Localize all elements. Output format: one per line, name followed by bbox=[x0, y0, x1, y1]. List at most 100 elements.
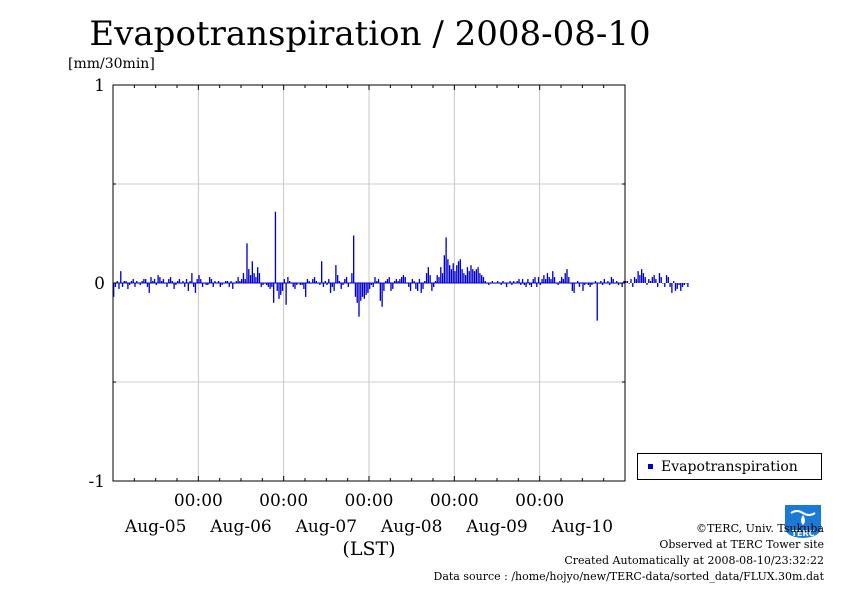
bar bbox=[193, 283, 195, 287]
bar bbox=[159, 277, 161, 283]
bar bbox=[488, 283, 490, 285]
bar bbox=[660, 277, 662, 283]
x-date-label: Aug-06 bbox=[209, 517, 271, 537]
bar bbox=[383, 283, 385, 291]
bar bbox=[287, 277, 289, 283]
bar bbox=[356, 283, 358, 303]
bar bbox=[509, 281, 511, 283]
bar bbox=[381, 283, 383, 307]
bar bbox=[441, 273, 444, 283]
x-time-label: 00:00 bbox=[174, 491, 223, 511]
bar bbox=[562, 279, 565, 283]
bar bbox=[145, 279, 147, 283]
bar bbox=[191, 273, 193, 283]
bar bbox=[564, 273, 566, 283]
bar bbox=[443, 255, 445, 283]
bar bbox=[134, 283, 136, 287]
credit-copyright: ©TERC, Univ. Tsukuba bbox=[695, 522, 824, 535]
bar bbox=[152, 281, 154, 283]
bar bbox=[456, 265, 458, 283]
bar bbox=[649, 281, 652, 283]
bar bbox=[331, 283, 333, 287]
bar bbox=[326, 283, 328, 285]
bar bbox=[228, 283, 230, 287]
bar bbox=[445, 237, 447, 283]
bar bbox=[269, 283, 271, 289]
bar bbox=[546, 273, 549, 283]
bar bbox=[253, 273, 255, 283]
bar bbox=[457, 261, 460, 283]
bar bbox=[153, 279, 156, 283]
bar bbox=[367, 283, 369, 293]
bar bbox=[118, 283, 120, 289]
bar bbox=[657, 283, 659, 287]
bar bbox=[529, 283, 531, 285]
bar bbox=[632, 283, 634, 287]
bar bbox=[292, 283, 294, 287]
x-axis-title: (LST) bbox=[342, 538, 395, 560]
bar bbox=[146, 283, 149, 287]
bar bbox=[612, 279, 614, 283]
bar bbox=[161, 281, 163, 283]
legend: Evapotranspiration bbox=[637, 453, 822, 480]
bar bbox=[182, 281, 184, 283]
credit-site: Observed at TERC Tower site bbox=[659, 538, 824, 551]
bar bbox=[520, 283, 522, 285]
bar bbox=[500, 283, 502, 285]
bar bbox=[125, 281, 127, 283]
bar bbox=[532, 279, 534, 283]
bar bbox=[470, 265, 472, 283]
x-date-label: Aug-09 bbox=[465, 517, 527, 537]
bar bbox=[667, 277, 669, 283]
bar bbox=[169, 277, 172, 283]
bar bbox=[353, 235, 355, 283]
bar bbox=[308, 281, 310, 283]
bar bbox=[121, 283, 124, 287]
bar bbox=[358, 283, 360, 317]
credits-block: ©TERC, Univ. Tsukuba Observed at TERC To… bbox=[434, 521, 825, 585]
bar bbox=[361, 283, 364, 297]
bar bbox=[639, 275, 641, 283]
bar bbox=[196, 279, 198, 283]
bar bbox=[329, 283, 332, 293]
bar bbox=[168, 279, 170, 283]
bar bbox=[251, 261, 253, 283]
bar bbox=[571, 283, 573, 291]
axis-labels: 1 0 -1 00:00 00:00 00:00 00:00 00:00 Aug-05 Aug-0… bbox=[88, 76, 613, 560]
bar bbox=[301, 283, 303, 285]
bar bbox=[633, 277, 636, 283]
bar bbox=[553, 277, 556, 283]
bar bbox=[573, 283, 575, 293]
bar bbox=[539, 283, 541, 285]
bar bbox=[683, 283, 685, 285]
bar bbox=[175, 283, 177, 285]
bar bbox=[184, 283, 186, 287]
bar bbox=[242, 273, 245, 283]
bar bbox=[420, 283, 422, 293]
bar bbox=[299, 283, 301, 285]
bar bbox=[417, 283, 419, 291]
bar bbox=[545, 279, 547, 283]
bar bbox=[313, 277, 316, 283]
bar bbox=[210, 279, 213, 283]
bar bbox=[379, 283, 381, 301]
bar bbox=[438, 277, 440, 283]
bar bbox=[340, 283, 342, 289]
y-tick-label: 0 bbox=[94, 274, 105, 294]
bar bbox=[141, 281, 143, 283]
bar bbox=[278, 283, 280, 299]
bar bbox=[393, 281, 396, 283]
bar bbox=[491, 281, 493, 283]
x-date-label: Aug-05 bbox=[124, 517, 186, 537]
bar bbox=[589, 283, 591, 287]
bar bbox=[541, 279, 543, 283]
y-axis-unit-label: [mm/30min] bbox=[68, 56, 155, 72]
chart-title: Evapotranspiration / 2008-08-10 bbox=[89, 14, 651, 54]
bar bbox=[635, 279, 637, 283]
bar bbox=[177, 281, 179, 283]
bar bbox=[557, 283, 559, 285]
bar bbox=[651, 277, 653, 283]
bar bbox=[114, 283, 117, 287]
bar bbox=[150, 277, 152, 283]
